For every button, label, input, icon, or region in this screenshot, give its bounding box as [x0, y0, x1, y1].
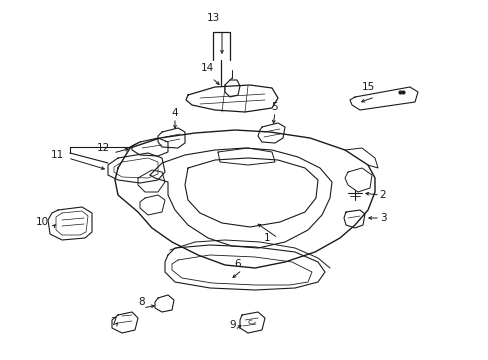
- Text: 7: 7: [109, 317, 116, 327]
- Text: 6: 6: [234, 259, 241, 269]
- Text: 14: 14: [200, 63, 213, 73]
- Text: 8: 8: [139, 297, 145, 307]
- Text: 11: 11: [50, 150, 63, 160]
- Text: 1: 1: [263, 233, 270, 243]
- Text: 15: 15: [361, 82, 374, 92]
- Text: 13: 13: [206, 13, 219, 23]
- Text: 4: 4: [171, 108, 178, 118]
- Text: 10: 10: [35, 217, 48, 227]
- Text: 3: 3: [379, 213, 386, 223]
- Text: 2: 2: [379, 190, 386, 200]
- Text: 12: 12: [96, 143, 109, 153]
- Text: 9: 9: [229, 320, 236, 330]
- Text: 5: 5: [271, 102, 278, 112]
